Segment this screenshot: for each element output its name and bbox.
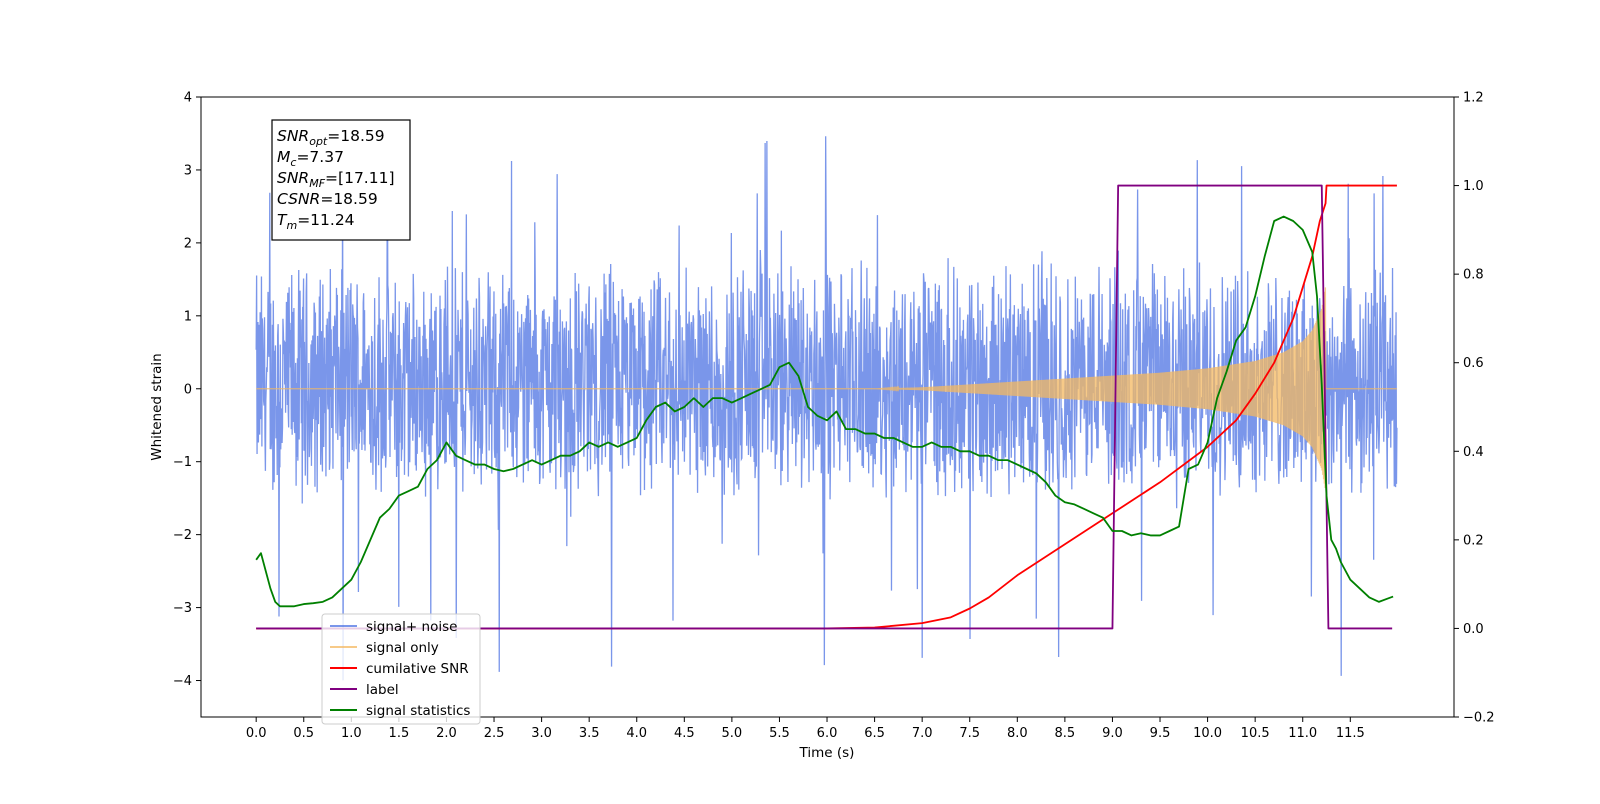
annotation-line: Mc=7.37 (277, 148, 344, 169)
y-right-tick-label: 1.0 (1463, 179, 1484, 194)
y-right-tick-label: −0.2 (1463, 711, 1495, 726)
y-right-tick-label: 1.2 (1463, 91, 1484, 106)
x-tick-label: 4.0 (626, 726, 647, 741)
y-left-tick-label: −2 (173, 528, 192, 543)
x-tick-label: 11.5 (1336, 726, 1365, 741)
legend-label: signal only (366, 640, 439, 656)
y-right-tick-label: 0.0 (1463, 622, 1484, 637)
x-tick-label: 8.5 (1055, 726, 1076, 741)
x-tick-label: 8.0 (1007, 726, 1028, 741)
x-tick-label: 10.0 (1193, 726, 1222, 741)
series-layer (255, 130, 1398, 681)
legend-frame (321, 613, 481, 725)
y-left-tick-label: −3 (173, 601, 192, 616)
x-tick-label: 3.5 (579, 726, 600, 741)
y-right-tick-label: 0.4 (1463, 445, 1484, 460)
y-left-tick-label: −4 (173, 674, 192, 689)
x-tick-label: 2.0 (436, 726, 457, 741)
y-left-tick-label: 3 (184, 163, 192, 178)
x-tick-label: 0.0 (246, 726, 267, 741)
x-tick-label: 0.5 (293, 726, 314, 741)
series-cumilative-snr (256, 184, 1397, 630)
x-tick-label: 3.0 (531, 726, 552, 741)
series-signal-only (256, 287, 1397, 488)
x-axis-label: Time (s) (799, 745, 855, 761)
series-signal-statistics (255, 215, 1394, 608)
legend-label: signal+ noise (366, 619, 457, 635)
y-right-tick-label: 0.6 (1463, 356, 1484, 371)
y-right-tick-label: 0.2 (1463, 533, 1484, 548)
x-tick-label: 7.0 (912, 726, 933, 741)
x-tick-label: 9.0 (1102, 726, 1123, 741)
x-tick-label: 7.5 (959, 726, 980, 741)
annotation-box-frame (271, 119, 411, 241)
legend-label: cumilative SNR (366, 661, 469, 677)
legend: signal+ noise signal only cumilative SNR la… (321, 613, 481, 725)
y-axis-right: −0.2 0.0 0.2 0.4 0.6 0.8 1.0 1.2 (1454, 91, 1495, 726)
annotation-box: SNRopt=18.59Mc=7.37SNRMF=[17.11]CSNR=18.… (271, 119, 411, 241)
x-tick-label: 5.5 (769, 726, 790, 741)
y-axis-left-label: Whitened strain (149, 353, 165, 460)
x-tick-label: 2.5 (484, 726, 505, 741)
series-signal-noise (255, 130, 1398, 681)
x-tick-label: 10.5 (1241, 726, 1270, 741)
y-left-tick-label: 2 (184, 236, 192, 251)
y-left-tick-label: 1 (184, 309, 192, 324)
x-tick-label: 11.0 (1288, 726, 1317, 741)
annotation-line: Tm=11.24 (277, 211, 355, 232)
x-tick-label: 9.5 (1150, 726, 1171, 741)
annotation-line: SNRopt=18.59 (277, 127, 385, 148)
legend-label: signal statistics (366, 703, 470, 719)
x-tick-label: 5.0 (722, 726, 743, 741)
y-axis-left: −4 −3 −2 −1 0 1 2 3 4 (173, 91, 201, 689)
x-tick-label: 1.0 (341, 726, 362, 741)
annotation-line: SNRMF=[17.11] (277, 169, 395, 190)
x-tick-label: 6.0 (817, 726, 838, 741)
x-axis: 0.0 0.5 1.0 1.5 2.0 2.5 3.0 3.5 4.0 4.5 5.0 5.5 6.0 6… (246, 717, 1365, 741)
x-tick-label: 1.5 (389, 726, 410, 741)
y-right-tick-label: 0.8 (1463, 268, 1484, 283)
y-left-tick-label: 0 (184, 382, 192, 397)
series-label (256, 184, 1393, 630)
x-tick-label: 4.5 (674, 726, 695, 741)
x-tick-label: 6.5 (864, 726, 885, 741)
legend-label: label (366, 682, 399, 698)
annotation-line: CSNR=18.59 (277, 190, 378, 208)
y-left-tick-label: −1 (173, 455, 192, 470)
y-left-tick-label: 4 (184, 91, 192, 106)
